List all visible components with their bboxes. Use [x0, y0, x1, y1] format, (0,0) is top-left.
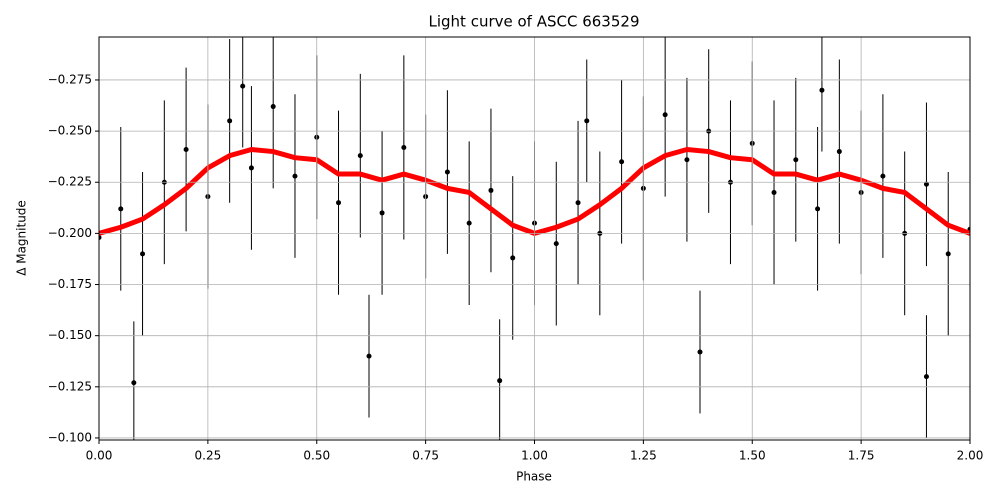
data-point — [240, 83, 246, 89]
x-tick-label: 1.75 — [848, 449, 875, 463]
x-tick-label: 0.50 — [303, 449, 330, 463]
data-point — [497, 378, 503, 384]
data-point — [248, 165, 254, 171]
data-point — [819, 87, 825, 93]
data-point — [131, 380, 137, 386]
data-point — [357, 153, 363, 159]
data-point — [336, 200, 342, 206]
data-point — [366, 353, 372, 359]
data-point — [771, 189, 777, 195]
plot-frame — [98, 36, 971, 441]
data-point — [793, 157, 799, 163]
x-tick-label: 1.50 — [739, 449, 766, 463]
x-tick-label: 1.00 — [521, 449, 548, 463]
data-point — [815, 206, 821, 212]
x-tick-label: 2.00 — [957, 449, 984, 463]
y-tick-label: −0.275 — [48, 72, 92, 86]
y-axis-label: Δ Magnitude — [15, 200, 29, 276]
x-axis-label: Phase — [516, 470, 552, 484]
data-point — [945, 251, 951, 257]
y-tick-label: −0.200 — [48, 226, 92, 240]
data-point — [923, 374, 929, 380]
data-point — [684, 157, 690, 163]
data-point — [488, 187, 494, 193]
data-point — [923, 181, 929, 187]
y-tick-label: −0.150 — [48, 328, 92, 342]
x-tick-label: 0.75 — [412, 449, 439, 463]
data-point — [575, 200, 581, 206]
x-tick-label: 0.25 — [195, 449, 222, 463]
data-point — [466, 220, 472, 226]
data-point — [584, 118, 590, 124]
data-point — [553, 241, 559, 247]
data-point — [183, 147, 189, 153]
y-tick-label: −0.125 — [48, 379, 92, 393]
chart-title: Light curve of ASCC 663529 — [429, 13, 640, 31]
data-point — [227, 118, 233, 124]
data-point — [836, 149, 842, 155]
data-point — [379, 210, 385, 216]
data-point — [510, 255, 516, 261]
data-point — [880, 173, 886, 179]
data-point — [99, 234, 102, 240]
x-tick-label: 1.25 — [630, 449, 657, 463]
y-tick-label: −0.100 — [48, 430, 92, 444]
data-point — [662, 112, 668, 118]
x-tick-label: 0.00 — [86, 449, 113, 463]
y-tick-label: −0.250 — [48, 124, 92, 138]
data-point — [444, 169, 450, 175]
data-point — [401, 144, 407, 150]
y-tick-label: −0.175 — [48, 277, 92, 291]
data-point — [697, 349, 703, 355]
data-point — [140, 251, 146, 257]
y-tick-label: −0.225 — [48, 175, 92, 189]
data-point — [292, 173, 298, 179]
data-point — [619, 159, 625, 165]
data-point — [118, 206, 124, 212]
data-point — [270, 104, 276, 110]
